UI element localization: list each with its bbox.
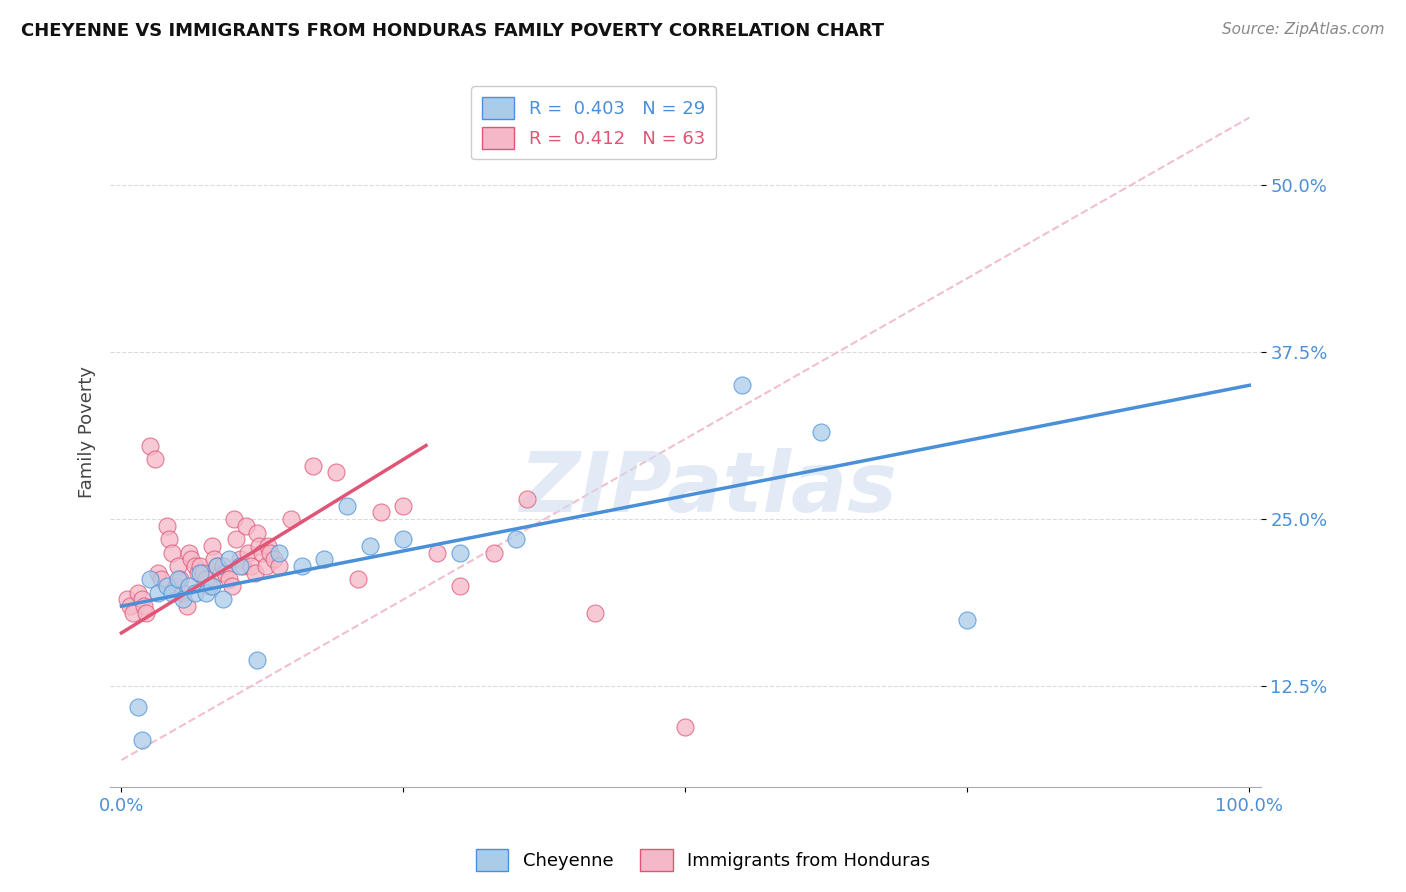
Point bbox=[149, 573, 172, 587]
Point bbox=[449, 579, 471, 593]
Point bbox=[120, 599, 142, 614]
Point bbox=[195, 573, 218, 587]
Point bbox=[157, 533, 180, 547]
Point bbox=[146, 566, 169, 580]
Point bbox=[370, 505, 392, 519]
Point bbox=[155, 579, 177, 593]
Point bbox=[426, 546, 449, 560]
Point bbox=[259, 546, 281, 560]
Point bbox=[269, 559, 291, 574]
Point bbox=[160, 586, 183, 600]
Point bbox=[207, 559, 229, 574]
Point bbox=[392, 533, 415, 547]
Point bbox=[252, 546, 274, 560]
Point bbox=[229, 559, 252, 574]
Point bbox=[214, 566, 236, 580]
Point bbox=[146, 586, 169, 600]
Point bbox=[180, 552, 202, 566]
Point bbox=[269, 546, 291, 560]
Point bbox=[131, 733, 153, 747]
Point bbox=[190, 559, 212, 574]
Point bbox=[198, 579, 221, 593]
Point bbox=[246, 653, 269, 667]
Legend: Cheyenne, Immigrants from Honduras: Cheyenne, Immigrants from Honduras bbox=[468, 842, 938, 879]
Point bbox=[155, 518, 177, 533]
Point bbox=[225, 533, 247, 547]
Point bbox=[240, 559, 263, 574]
Point bbox=[254, 559, 277, 574]
Point bbox=[257, 539, 280, 553]
Point bbox=[325, 465, 347, 479]
Point bbox=[166, 573, 188, 587]
Point bbox=[195, 586, 218, 600]
Point bbox=[132, 599, 155, 614]
Point bbox=[176, 599, 198, 614]
Point bbox=[482, 546, 505, 560]
Legend: R =  0.403   N = 29, R =  0.412   N = 63: R = 0.403 N = 29, R = 0.412 N = 63 bbox=[471, 87, 716, 160]
Point bbox=[201, 579, 224, 593]
Point bbox=[191, 566, 214, 580]
Point bbox=[232, 559, 254, 574]
Point bbox=[956, 613, 979, 627]
Point bbox=[169, 573, 191, 587]
Point bbox=[314, 552, 336, 566]
Point bbox=[810, 425, 832, 439]
Point bbox=[179, 546, 201, 560]
Point bbox=[212, 559, 235, 574]
Y-axis label: Family Poverty: Family Poverty bbox=[79, 366, 96, 498]
Point bbox=[160, 546, 183, 560]
Point bbox=[209, 566, 232, 580]
Point bbox=[121, 606, 143, 620]
Point bbox=[138, 573, 160, 587]
Point bbox=[138, 438, 160, 452]
Point bbox=[184, 586, 207, 600]
Point bbox=[179, 579, 201, 593]
Point bbox=[212, 592, 235, 607]
Point bbox=[673, 720, 696, 734]
Point bbox=[347, 573, 370, 587]
Point bbox=[115, 592, 138, 607]
Point bbox=[127, 586, 149, 600]
Point bbox=[247, 539, 270, 553]
Point bbox=[449, 546, 471, 560]
Point bbox=[359, 539, 381, 553]
Point bbox=[165, 579, 187, 593]
Point bbox=[516, 491, 538, 506]
Point bbox=[218, 552, 240, 566]
Point bbox=[336, 499, 359, 513]
Point bbox=[202, 552, 225, 566]
Point bbox=[166, 559, 188, 574]
Point bbox=[184, 559, 207, 574]
Point bbox=[135, 606, 157, 620]
Point bbox=[235, 518, 257, 533]
Point bbox=[243, 566, 266, 580]
Point bbox=[280, 512, 302, 526]
Point bbox=[201, 539, 224, 553]
Point bbox=[131, 592, 153, 607]
Point bbox=[207, 559, 229, 574]
Text: ZIPatlas: ZIPatlas bbox=[519, 449, 897, 529]
Point bbox=[187, 566, 209, 580]
Point bbox=[246, 525, 269, 540]
Point bbox=[224, 512, 246, 526]
Point bbox=[302, 458, 325, 473]
Text: Source: ZipAtlas.com: Source: ZipAtlas.com bbox=[1222, 22, 1385, 37]
Point bbox=[172, 592, 194, 607]
Text: CHEYENNE VS IMMIGRANTS FROM HONDURAS FAMILY POVERTY CORRELATION CHART: CHEYENNE VS IMMIGRANTS FROM HONDURAS FAM… bbox=[21, 22, 884, 40]
Point bbox=[127, 699, 149, 714]
Point bbox=[263, 552, 285, 566]
Point bbox=[505, 533, 527, 547]
Point bbox=[236, 546, 259, 560]
Point bbox=[143, 451, 166, 466]
Point bbox=[221, 579, 243, 593]
Point bbox=[218, 573, 240, 587]
Point bbox=[190, 566, 212, 580]
Point bbox=[583, 606, 606, 620]
Point bbox=[172, 586, 194, 600]
Point bbox=[392, 499, 415, 513]
Point bbox=[229, 552, 252, 566]
Point bbox=[291, 559, 314, 574]
Point bbox=[731, 378, 754, 392]
